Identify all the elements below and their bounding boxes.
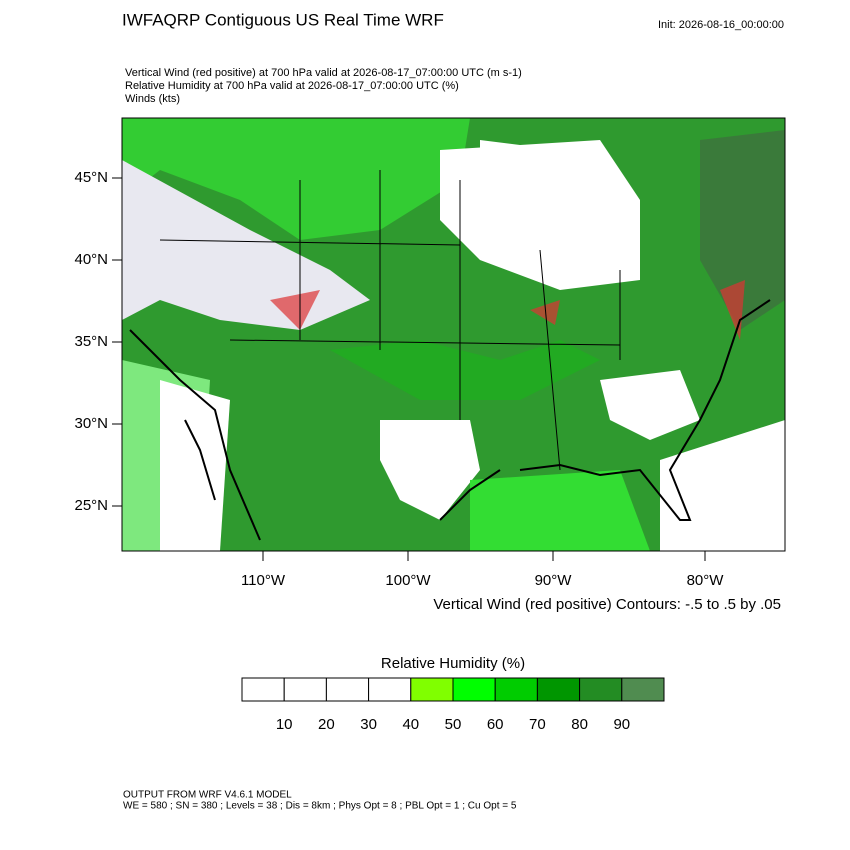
colorbar-box [536,677,581,702]
lon-label: 90°W [535,572,573,589]
colorbar-label: 90 [613,716,630,733]
colorbar-label: 30 [360,716,377,733]
field-line: Vertical Wind (red positive) at 700 hPa … [125,67,522,79]
colorbar-label: 10 [276,716,293,733]
lon-label: 110°W [241,572,286,589]
map [121,117,786,552]
lat-label: 30°N [74,415,108,432]
init-time: Init: 2026-08-16_00:00:00 [658,19,784,31]
colorbar-title: Relative Humidity (%) [381,655,525,672]
colorbar-label: 40 [402,716,419,733]
colorbar-box [452,677,496,702]
colorbar-label: 60 [487,716,504,733]
colorbar-box [368,677,412,702]
colorbar-label: 80 [571,716,588,733]
title: IWFAQRP Contiguous US Real Time WRF [122,10,444,29]
lat-label: 35°N [74,333,108,350]
contour-note: Vertical Wind (red positive) Contours: -… [433,596,781,613]
field-line: Winds (kts) [125,93,180,105]
field-line: Relative Humidity at 700 hPa valid at 20… [125,80,459,92]
colorbar-label: 50 [445,716,462,733]
lat-label: 45°N [74,169,108,186]
colorbar-box [579,677,623,702]
colorbar-box [325,677,370,702]
lat-label: 40°N [74,251,108,268]
colorbar-label: 70 [529,716,546,733]
footer-line: OUTPUT FROM WRF V4.6.1 MODEL [123,790,292,801]
lon-label: 80°W [687,572,725,589]
colorbar-box [283,677,327,702]
colorbar-box [621,677,665,702]
colorbar-label: 20 [318,716,335,733]
colorbar-box [494,677,538,702]
lon-label: 100°W [385,572,431,589]
colorbar-box [241,677,285,702]
footer-line: WE = 580 ; SN = 380 ; Levels = 38 ; Dis … [123,801,517,812]
lat-label: 25°N [74,497,108,514]
colorbar-box [410,677,454,702]
